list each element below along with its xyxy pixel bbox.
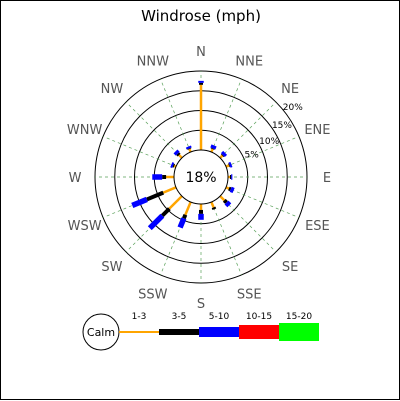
petal-sw-bin-2	[147, 213, 165, 231]
direction-label-s: S	[197, 297, 205, 312]
petal-sse-bin-1	[211, 206, 217, 211]
chart-petals	[131, 80, 235, 231]
petal-n-bin-0	[199, 84, 203, 150]
petal-n-bin-1	[199, 82, 203, 85]
petal-wnw-bin-1	[172, 163, 175, 168]
radial-tick-label: 10%	[259, 137, 279, 147]
grid-spoke	[125, 101, 183, 159]
petal-ssw-bin-0	[184, 201, 192, 216]
petal-se-bin-0	[219, 195, 226, 202]
legend-swatch-10-15	[239, 325, 279, 339]
petal-nnw-bin-1	[187, 147, 192, 150]
petal-nw-bin-1	[176, 152, 181, 157]
grid-spoke	[211, 78, 242, 153]
petal-s-bin-0	[199, 204, 203, 210]
radial-tick-label: 20%	[283, 103, 303, 113]
petal-se-bin-1	[222, 198, 228, 204]
petal-ene-bin-2	[228, 161, 233, 168]
petal-sse-bin-0	[210, 201, 215, 208]
legend-calm-label: Calm	[87, 326, 115, 339]
direction-label-e: E	[323, 171, 331, 186]
petal-ese-bin-1	[228, 186, 232, 192]
petal-w-bin-0	[166, 175, 174, 179]
petal-ese-bin-2	[229, 186, 235, 194]
grid-spoke	[225, 187, 300, 218]
direction-label-nw: NW	[101, 82, 124, 97]
legend-label-1-3: 1-3	[132, 312, 147, 322]
petal-ene-bin-1	[228, 163, 231, 168]
petal-wsw-bin-2	[131, 196, 148, 209]
petal-se-bin-2	[224, 200, 232, 208]
grid-spoke	[219, 101, 277, 159]
legend-swatch-5-10	[199, 327, 239, 337]
grid-spoke	[211, 201, 242, 276]
petal-n-bin-2	[198, 80, 204, 83]
petal-ssw-bin-2	[177, 217, 187, 229]
direction-label-wnw: WNW	[67, 123, 103, 138]
direction-label-wsw: WSW	[68, 219, 102, 234]
direction-label-ssw: SSW	[138, 287, 168, 302]
grid-spoke	[102, 136, 177, 167]
direction-label-sse: SSE	[237, 287, 262, 302]
legend-label-10-15: 10-15	[246, 312, 272, 322]
legend: Calm 1-3 3-5 5-10 10-15 15-20	[82, 312, 319, 351]
petal-ne-bin-1	[220, 153, 225, 158]
direction-label-nne: NNE	[235, 55, 263, 70]
direction-label-ne: NE	[281, 82, 299, 97]
petal-ssw-bin-1	[182, 213, 188, 220]
petal-wnw-bin-2	[170, 162, 175, 168]
calm-percent-label: 18%	[185, 170, 216, 186]
grid-spoke	[225, 136, 300, 167]
legend-label-3-5: 3-5	[172, 312, 187, 322]
petal-e-bin-1	[229, 175, 232, 179]
legend-bins: 1-3 3-5 5-10 10-15 15-20	[119, 312, 319, 341]
petal-sw-bin-1	[160, 207, 171, 218]
petal-s-bin-1	[199, 209, 203, 214]
direction-label-se: SE	[282, 260, 298, 275]
petal-w-bin-2	[152, 174, 163, 180]
direction-label-ene: ENE	[304, 123, 330, 138]
legend-swatch-3-5	[159, 329, 199, 335]
petal-s-bin-2	[198, 213, 204, 220]
direction-labels: N NNE NE ENE E ESE SE SSE S SSW SW WSW W WNW NW NNW	[67, 45, 331, 312]
chart-title: Windrose (mph)	[141, 7, 261, 25]
petal-nw-bin-2	[173, 149, 180, 156]
direction-label-w: W	[69, 171, 82, 186]
petal-nnw-bin-2	[185, 145, 192, 150]
petal-e-bin-0	[228, 175, 230, 179]
petal-e-bin-2	[231, 174, 233, 180]
petal-nne-bin-2	[210, 144, 217, 150]
direction-label-sw: SW	[101, 260, 122, 275]
direction-label-ese: ESE	[305, 219, 330, 234]
legend-swatch-15-20	[279, 323, 319, 341]
legend-label-5-10: 5-10	[209, 312, 230, 322]
grid-spoke	[219, 195, 277, 253]
radial-tick-labels: 5%10% 15% 20%	[244, 103, 303, 161]
grid-spoke	[160, 78, 191, 153]
radial-tick-label: 5%	[244, 151, 259, 161]
direction-label-nnw: NNW	[137, 55, 169, 70]
radial-tick-label: 15%	[272, 121, 292, 131]
petal-ne-bin-2	[220, 150, 228, 158]
petal-nne-bin-1	[210, 147, 215, 150]
petal-wsw-bin-1	[146, 190, 165, 202]
legend-label-15-20: 15-20	[286, 312, 312, 322]
petal-w-bin-1	[162, 175, 167, 179]
legend-swatch-1-3	[119, 331, 159, 333]
direction-label-n: N	[196, 45, 206, 60]
calm-circle	[173, 149, 229, 205]
petal-sw-bin-0	[168, 195, 183, 210]
petal-wsw-bin-0	[162, 186, 177, 194]
